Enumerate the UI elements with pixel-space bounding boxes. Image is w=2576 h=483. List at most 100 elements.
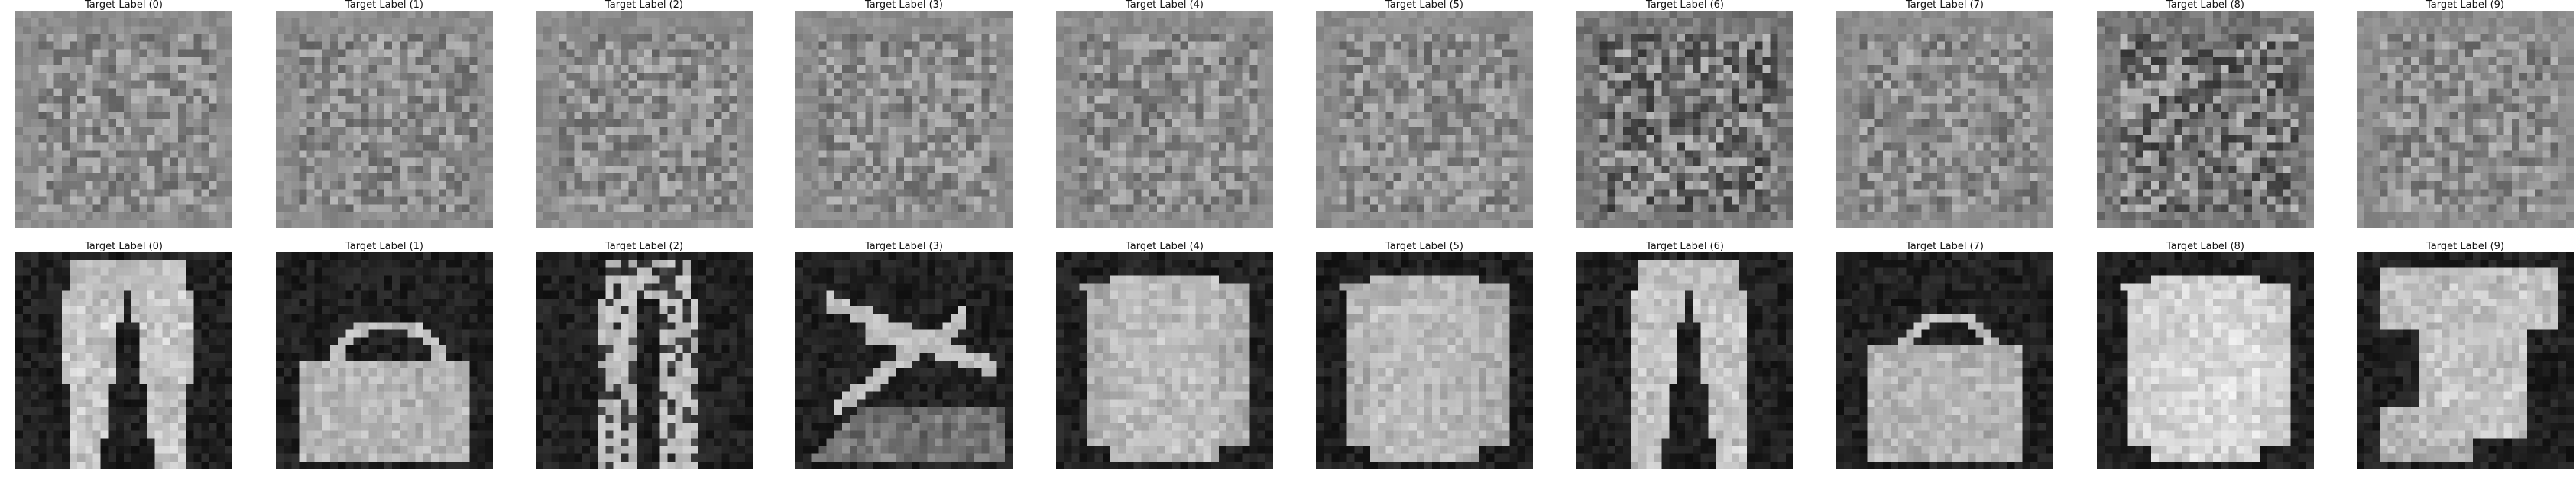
pixel bbox=[400, 219, 408, 228]
pixel bbox=[1479, 57, 1487, 66]
pixel bbox=[857, 26, 866, 34]
pixel bbox=[115, 189, 125, 197]
pixel bbox=[201, 34, 209, 42]
pixel bbox=[1378, 26, 1386, 34]
pixel bbox=[170, 212, 179, 221]
pixel bbox=[682, 135, 692, 143]
pixel bbox=[1631, 49, 1639, 58]
pixel bbox=[162, 26, 171, 34]
pixel bbox=[1210, 196, 1220, 205]
pixel bbox=[912, 127, 920, 135]
pixel bbox=[124, 65, 132, 73]
pixel bbox=[1004, 34, 1013, 42]
pixel bbox=[1517, 26, 1526, 34]
pixel bbox=[1064, 80, 1072, 89]
pixel bbox=[1195, 26, 1204, 34]
pixel bbox=[330, 103, 339, 112]
pixel bbox=[706, 41, 714, 50]
pixel bbox=[1517, 135, 1526, 143]
pixel bbox=[1004, 65, 1013, 73]
pixel bbox=[834, 57, 843, 66]
pixel bbox=[1056, 142, 1064, 151]
pixel bbox=[1362, 135, 1371, 143]
pixel bbox=[1071, 173, 1080, 182]
pixel bbox=[423, 73, 432, 81]
pixel bbox=[430, 127, 439, 135]
pixel bbox=[850, 96, 858, 104]
pixel bbox=[1226, 111, 1235, 120]
pixel bbox=[299, 34, 307, 42]
pixel bbox=[462, 11, 470, 19]
pixel bbox=[1219, 165, 1227, 174]
pixel bbox=[1324, 18, 1332, 27]
pixel bbox=[927, 18, 935, 27]
pixel bbox=[811, 173, 819, 182]
pixel bbox=[1056, 212, 1064, 221]
pixel bbox=[1203, 173, 1212, 182]
pixel bbox=[1242, 196, 1250, 205]
pixel bbox=[1064, 41, 1072, 50]
pixel bbox=[935, 34, 943, 42]
pixel bbox=[423, 49, 432, 58]
pixel bbox=[1370, 173, 1379, 182]
pixel bbox=[92, 88, 101, 96]
pixel bbox=[415, 111, 423, 120]
pixel bbox=[628, 150, 637, 158]
pixel bbox=[919, 173, 928, 182]
pixel bbox=[124, 49, 132, 58]
pixel bbox=[873, 57, 881, 66]
pixel bbox=[950, 80, 959, 89]
pixel bbox=[873, 204, 881, 212]
pixel bbox=[368, 219, 377, 228]
pixel bbox=[1188, 142, 1196, 151]
pixel bbox=[841, 41, 851, 50]
pixel bbox=[1079, 119, 1087, 128]
pixel bbox=[484, 111, 493, 120]
pixel bbox=[551, 165, 559, 174]
pixel bbox=[454, 173, 462, 182]
pixel bbox=[1339, 57, 1347, 66]
pixel bbox=[115, 181, 125, 190]
pixel bbox=[361, 88, 369, 96]
pixel bbox=[729, 65, 737, 73]
pixel bbox=[330, 57, 339, 66]
pixel bbox=[1592, 18, 1600, 27]
pixel bbox=[714, 119, 722, 128]
pixel bbox=[841, 65, 851, 73]
pixel bbox=[368, 49, 377, 58]
pixel bbox=[415, 173, 423, 182]
pixel bbox=[1064, 96, 1072, 104]
pixel bbox=[1494, 103, 1502, 112]
pixel bbox=[400, 142, 408, 151]
pixel bbox=[690, 88, 699, 96]
pixel bbox=[1004, 165, 1013, 174]
pixel bbox=[1149, 11, 1158, 19]
pixel bbox=[1470, 57, 1479, 66]
pixel bbox=[1502, 11, 1510, 19]
pixel bbox=[284, 181, 292, 190]
pixel bbox=[935, 189, 943, 197]
pixel bbox=[729, 142, 737, 151]
pixel bbox=[536, 96, 544, 104]
pixel bbox=[201, 26, 209, 34]
pixel bbox=[896, 219, 905, 228]
pixel bbox=[276, 189, 284, 197]
pixel bbox=[1440, 212, 1448, 221]
pixel bbox=[178, 18, 186, 27]
pixel bbox=[1755, 11, 1763, 19]
pixel bbox=[186, 212, 194, 221]
pixel bbox=[46, 103, 54, 112]
pixel bbox=[1747, 57, 1755, 66]
pixel bbox=[1071, 96, 1080, 104]
pixel bbox=[737, 80, 746, 89]
pixel bbox=[942, 65, 951, 73]
pixel bbox=[850, 165, 858, 174]
pixel bbox=[857, 88, 866, 96]
pixel bbox=[659, 189, 668, 197]
pixel bbox=[811, 26, 819, 34]
pixel bbox=[566, 142, 575, 151]
pixel bbox=[484, 165, 493, 174]
pixel bbox=[124, 80, 132, 89]
pixel bbox=[1079, 212, 1087, 221]
pixel bbox=[1455, 173, 1463, 182]
